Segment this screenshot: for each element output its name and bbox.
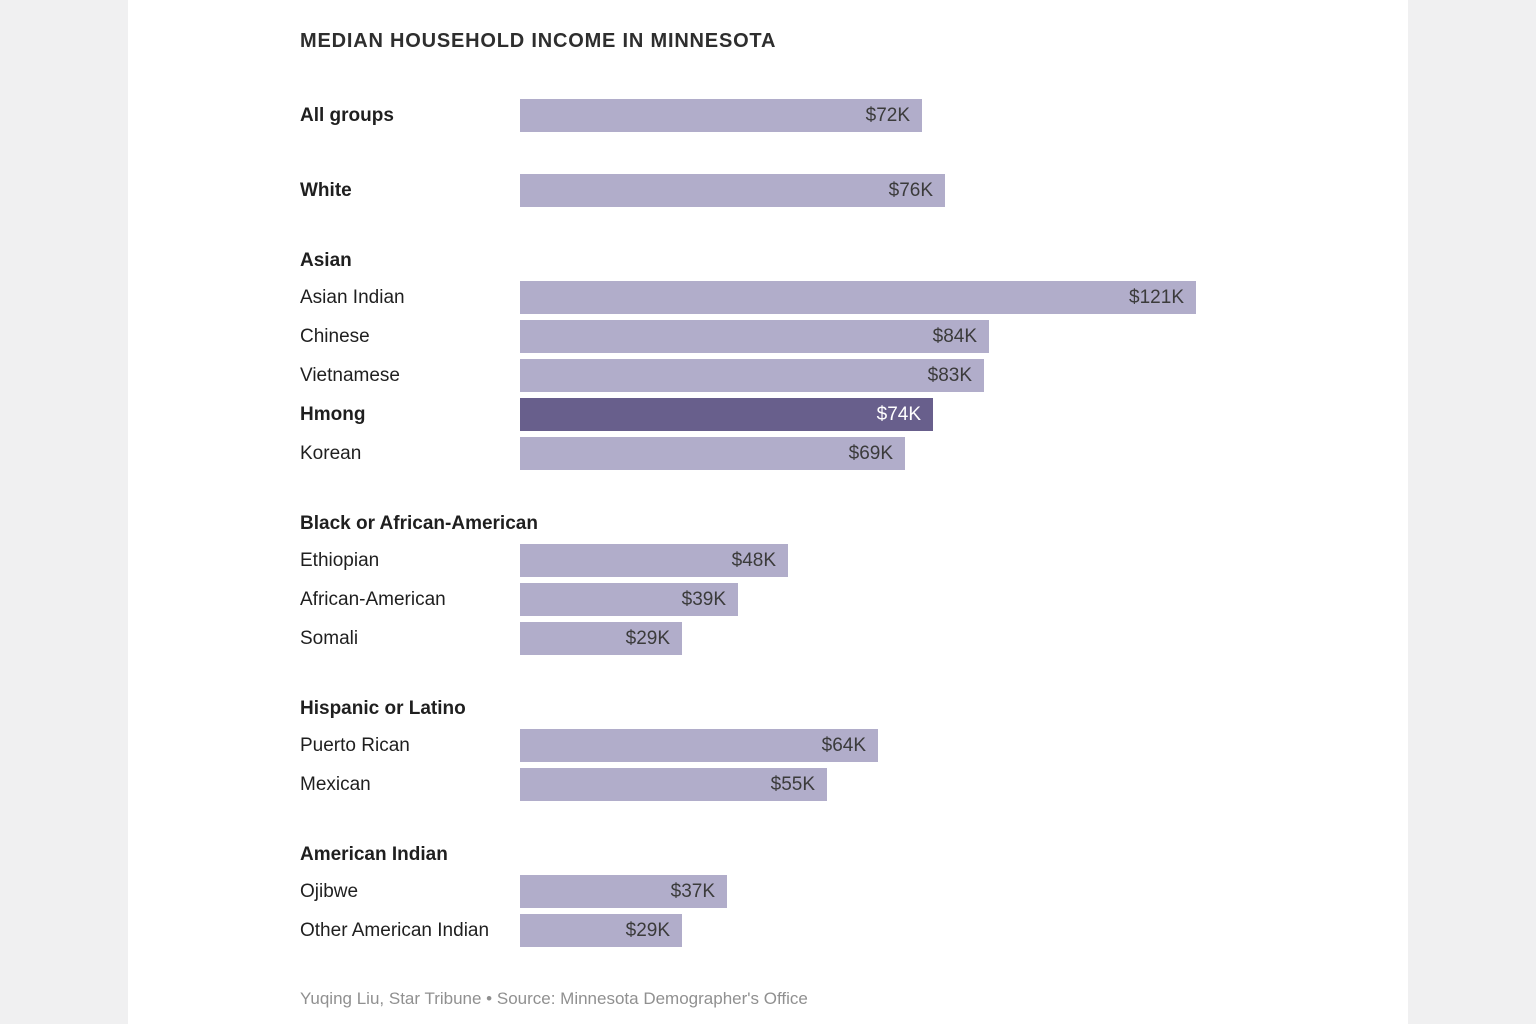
bar: $72K — [520, 99, 922, 132]
chart-section: White $76K — [300, 174, 1408, 207]
chart-row: Mexican $55K — [300, 768, 1408, 801]
bar-track: $84K — [520, 320, 1408, 353]
chart-section: All groups $72K — [300, 99, 1408, 132]
bar-value-label: $69K — [848, 442, 893, 464]
row-label: Hmong — [300, 403, 366, 425]
bar: $76K — [520, 174, 945, 207]
bar: $39K — [520, 583, 738, 616]
chart-row: Puerto Rican $64K — [300, 729, 1408, 762]
bar-track: $69K — [520, 437, 1408, 470]
row-label: All groups — [300, 104, 394, 126]
row-label: Other American Indian — [300, 919, 490, 941]
bar-value-label: $84K — [932, 325, 977, 347]
bar-track: $74K — [520, 398, 1408, 431]
bar-value-label: $29K — [625, 627, 670, 649]
chart-row: All groups $72K — [300, 99, 1408, 132]
row-label: Korean — [300, 442, 362, 464]
bar-value-label: $39K — [681, 588, 726, 610]
chart-row: Asian Indian $121K — [300, 281, 1408, 314]
bar-track: $64K — [520, 729, 1408, 762]
bar-track: $72K — [520, 99, 1408, 132]
bar-value-label: $37K — [670, 880, 715, 902]
bar-value-label: $48K — [731, 549, 776, 571]
bar-track: $121K — [520, 281, 1408, 314]
chart-section: Hispanic or Latino Puerto Rican $64K Mexica… — [300, 697, 1408, 801]
chart-row: African-American $39K — [300, 583, 1408, 616]
chart-row: Chinese $84K — [300, 320, 1408, 353]
bar-track: $48K — [520, 544, 1408, 577]
bar-track: $37K — [520, 875, 1408, 908]
section-header: Black or African-American — [300, 513, 538, 534]
bar-track: $76K — [520, 174, 1408, 207]
row-label: Vietnamese — [300, 364, 400, 386]
bar: $48K — [520, 544, 788, 577]
bar-value-label: $83K — [927, 364, 972, 386]
bar: $64K — [520, 729, 878, 762]
bar-value-label: $72K — [865, 104, 910, 126]
chart-row: Vietnamese $83K — [300, 359, 1408, 392]
bar-track: $83K — [520, 359, 1408, 392]
row-label: Asian Indian — [300, 286, 405, 308]
chart-section: Black or African-American Ethiopian $48K Af… — [300, 512, 1408, 655]
source-credit: Yuqing Liu, Star Tribune • Source: Minne… — [300, 989, 808, 1008]
row-label: African-American — [300, 588, 446, 610]
row-label: Ethiopian — [300, 549, 380, 571]
bar: $29K — [520, 914, 682, 947]
bar-track: $29K — [520, 622, 1408, 655]
chart-title: MEDIAN HOUSEHOLD INCOME IN MINNESOTA — [300, 30, 777, 52]
chart-row: White $76K — [300, 174, 1408, 207]
bar-value-label: $29K — [625, 919, 670, 941]
bar: $55K — [520, 768, 827, 801]
bar: $69K — [520, 437, 905, 470]
bar-track: $55K — [520, 768, 1408, 801]
chart-row: Somali $29K — [300, 622, 1408, 655]
bar-chart: All groups $72K White $76K Asian Asian Indian… — [300, 99, 1408, 947]
bar: $121K — [520, 281, 1196, 314]
chart-row: Korean $69K — [300, 437, 1408, 470]
bar: $84K — [520, 320, 989, 353]
section-header: American Indian — [300, 844, 448, 865]
bar-value-label: $64K — [821, 734, 866, 756]
row-label: Somali — [300, 627, 359, 649]
bar-value-label: $76K — [888, 179, 933, 201]
bar-value-label: $121K — [1129, 286, 1184, 308]
bar-value-label: $74K — [876, 403, 921, 425]
bar: $83K — [520, 359, 984, 392]
bar-track: $29K — [520, 914, 1408, 947]
bar: $29K — [520, 622, 682, 655]
chart-row: Ethiopian $48K — [300, 544, 1408, 577]
content-panel: MEDIAN HOUSEHOLD INCOME IN MINNESOTA All… — [128, 0, 1408, 1024]
bar-track: $39K — [520, 583, 1408, 616]
chart-row: Hmong $74K — [300, 398, 1408, 431]
chart-section: American Indian Ojibwe $37K Other American … — [300, 843, 1408, 947]
bar-highlighted: $74K — [520, 398, 933, 431]
chart-row: Ojibwe $37K — [300, 875, 1408, 908]
row-label: Chinese — [300, 325, 370, 347]
chart-section: Asian Asian Indian $121K Chinese $84K Vietnam… — [300, 249, 1408, 470]
row-label: Ojibwe — [300, 880, 359, 902]
bar-value-label: $55K — [770, 773, 815, 795]
section-header: Asian — [300, 250, 352, 271]
row-label: White — [300, 179, 352, 201]
section-header: Hispanic or Latino — [300, 698, 466, 719]
bar: $37K — [520, 875, 727, 908]
row-label: Mexican — [300, 773, 371, 795]
chart-row: Other American Indian $29K — [300, 914, 1408, 947]
row-label: Puerto Rican — [300, 734, 410, 756]
